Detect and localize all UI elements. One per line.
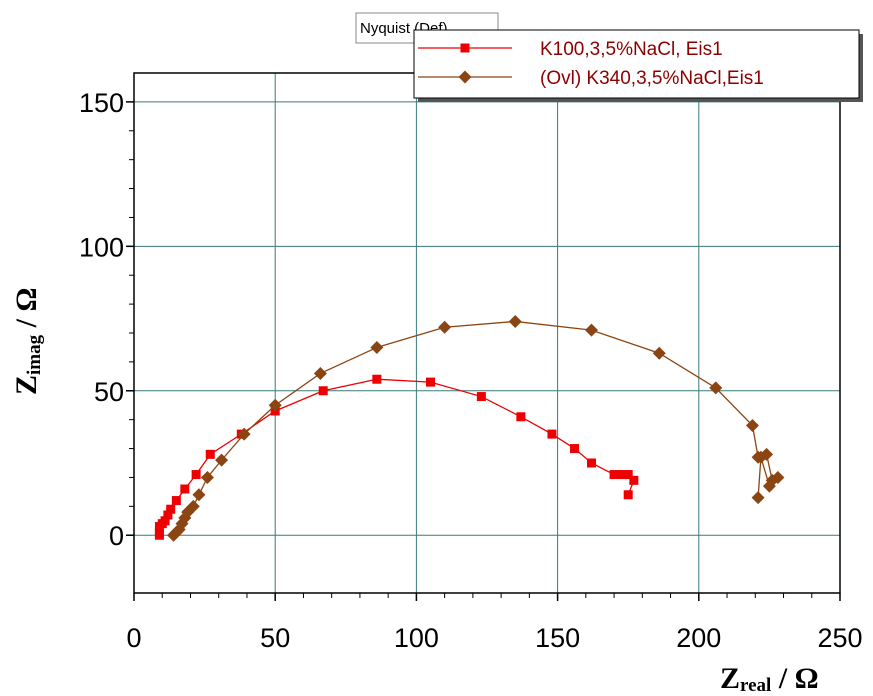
legend-marker: [460, 43, 470, 53]
x-tick-label: 250: [817, 623, 862, 653]
y-axis-title-main: Z: [10, 375, 43, 395]
data-point: [318, 386, 328, 396]
y-tick-label: 150: [79, 88, 124, 118]
data-point: [570, 444, 580, 454]
y-axis-title: Zimag / Ω: [10, 288, 45, 395]
data-point: [751, 450, 765, 464]
y-tick-label: 50: [94, 377, 124, 407]
x-axis-title: Zreal / Ω: [720, 662, 819, 696]
data-point: [618, 470, 628, 480]
data-point: [167, 528, 181, 542]
x-tick-label: 50: [260, 623, 290, 653]
legend: Nyquist (Def) K100,3,5%NaCl, Eis1(Ovl) K…: [355, 12, 863, 102]
data-point: [586, 458, 596, 468]
x-tick-label: 100: [394, 623, 439, 653]
data-point: [268, 398, 282, 412]
data-point: [623, 490, 633, 500]
data-point: [652, 346, 666, 360]
grid: [134, 73, 840, 593]
data-point: [370, 340, 384, 354]
data-point: [516, 412, 526, 422]
data-point: [426, 377, 436, 387]
data-point: [154, 530, 164, 540]
data-point: [438, 320, 452, 334]
data-point: [237, 427, 251, 441]
y-axis-title-unit: / Ω: [10, 288, 43, 335]
y-tick-label: 0: [109, 521, 124, 551]
data-point: [745, 418, 759, 432]
plot-frame: [133, 72, 841, 594]
data-point: [191, 470, 201, 480]
data-point: [166, 504, 176, 514]
legend-entries: K100,3,5%NaCl, Eis1 (Ovl) K340,3,5%NaCl,E…: [418, 39, 764, 89]
data-point: [508, 314, 522, 328]
x-tick-label: 200: [676, 623, 721, 653]
data-point: [547, 429, 557, 439]
legend-marker: [458, 70, 472, 84]
y-axis-title-sub: imag: [24, 334, 45, 375]
x-axis-title-unit: / Ω: [771, 662, 818, 695]
data-point: [584, 323, 598, 337]
data-point: [154, 522, 164, 532]
x-tick-label: 0: [126, 623, 141, 653]
data-point: [629, 475, 639, 485]
data-point: [192, 488, 206, 502]
y-tick-label: 100: [79, 232, 124, 262]
data-point: [163, 510, 173, 520]
series-1: [154, 374, 639, 540]
series-2: [167, 314, 785, 542]
data-point: [765, 473, 779, 487]
series-line: [158, 378, 635, 536]
legend-entry-2: (Ovl) K340,3,5%NaCl,Eis1: [418, 68, 764, 89]
data-point: [313, 366, 327, 380]
axis-ticks: 0 50 100 150 200 250 0 50 100 150: [79, 88, 863, 653]
data-point: [171, 496, 181, 506]
legend-label: K100,3,5%NaCl, Eis1: [540, 39, 723, 60]
data-point: [205, 449, 215, 459]
data-point: [215, 453, 229, 467]
data-point: [609, 470, 619, 480]
x-tick-label: 150: [535, 623, 580, 653]
data-point: [623, 470, 633, 480]
data-point: [709, 381, 723, 395]
data-point: [372, 374, 382, 384]
legend-box: [413, 29, 860, 99]
data-point: [476, 392, 486, 402]
series-layer: [154, 314, 785, 542]
data-point: [180, 484, 190, 494]
x-axis-title-sub: real: [740, 675, 771, 696]
x-axis-title-main: Z: [720, 662, 740, 695]
legend-label: (Ovl) K340,3,5%NaCl,Eis1: [540, 68, 764, 89]
data-point: [751, 491, 765, 505]
data-point: [200, 470, 214, 484]
series-line: [173, 320, 779, 536]
legend-entry-1: K100,3,5%NaCl, Eis1: [418, 39, 723, 60]
